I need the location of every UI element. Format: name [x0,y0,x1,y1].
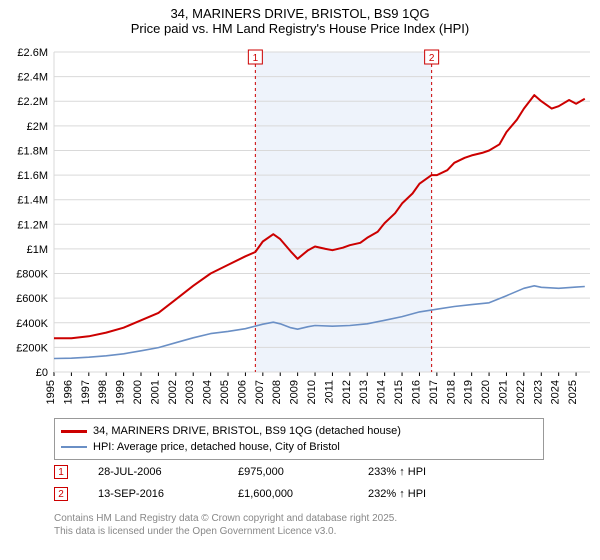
chart-container: 34, MARINERS DRIVE, BRISTOL, BS9 1QG Pri… [0,0,600,560]
svg-text:£1.2M: £1.2M [17,219,48,231]
legend: 34, MARINERS DRIVE, BRISTOL, BS9 1QG (de… [54,418,544,460]
legend-swatch [61,430,87,433]
title-subtitle: Price paid vs. HM Land Registry's House … [0,21,600,36]
marker-date: 13-SEP-2016 [98,488,238,500]
marker-price: £1,600,000 [238,488,368,500]
svg-text:2013: 2013 [358,380,370,404]
svg-text:£1.8M: £1.8M [17,145,48,157]
svg-text:2016: 2016 [410,380,422,404]
svg-text:2019: 2019 [463,380,475,404]
svg-text:2015: 2015 [393,380,405,404]
svg-text:2018: 2018 [445,380,457,404]
svg-text:£400K: £400K [16,318,48,330]
svg-text:2008: 2008 [271,380,283,404]
marker-hpi: 233% ↑ HPI [368,466,488,478]
footer-line: This data is licensed under the Open Gov… [54,525,397,538]
svg-text:1998: 1998 [97,380,109,404]
svg-text:1999: 1999 [115,380,127,404]
svg-text:1996: 1996 [62,380,74,404]
svg-text:2025: 2025 [567,380,579,404]
svg-text:£1.4M: £1.4M [17,195,48,207]
marker-number-box: 1 [54,465,68,479]
marker-table: 1 28-JUL-2006 £975,000 233% ↑ HPI 2 13-S… [54,462,554,506]
svg-text:£1.6M: £1.6M [17,170,48,182]
svg-text:2009: 2009 [289,380,301,404]
marker-number-box: 2 [54,487,68,501]
svg-text:2: 2 [429,53,435,64]
svg-text:£0: £0 [36,367,48,379]
svg-text:£2M: £2M [27,121,48,133]
svg-text:£2.4M: £2.4M [17,72,48,84]
svg-text:2006: 2006 [236,380,248,404]
marker-date: 28-JUL-2006 [98,466,238,478]
svg-text:2011: 2011 [323,380,335,404]
legend-label: 34, MARINERS DRIVE, BRISTOL, BS9 1QG (de… [93,425,401,437]
svg-text:£2.2M: £2.2M [17,96,48,108]
svg-text:2012: 2012 [341,380,353,404]
title-address: 34, MARINERS DRIVE, BRISTOL, BS9 1QG [0,6,600,21]
chart-area: £0 £200K £400K £600K £800K £1M £1.2M £1.4M £1.6M… [0,42,600,412]
svg-text:£1M: £1M [27,244,48,256]
title-block: 34, MARINERS DRIVE, BRISTOL, BS9 1QG Pri… [0,0,600,40]
svg-text:2007: 2007 [254,380,266,404]
svg-text:£200K: £200K [16,342,48,354]
svg-text:£2.6M: £2.6M [17,47,48,59]
svg-text:£800K: £800K [16,269,48,281]
svg-text:2002: 2002 [167,380,179,404]
svg-text:2021: 2021 [497,380,509,404]
svg-text:1995: 1995 [45,380,57,404]
legend-swatch [61,446,87,448]
legend-item: 34, MARINERS DRIVE, BRISTOL, BS9 1QG (de… [61,423,537,439]
svg-text:2017: 2017 [428,380,440,404]
svg-text:2001: 2001 [149,380,161,404]
svg-text:2005: 2005 [219,380,231,404]
marker-number: 2 [58,489,64,500]
svg-text:2023: 2023 [532,380,544,404]
footer-line: Contains HM Land Registry data © Crown c… [54,512,397,525]
svg-text:2010: 2010 [306,380,318,404]
legend-item: HPI: Average price, detached house, City… [61,439,537,455]
svg-text:2022: 2022 [515,380,527,404]
marker-number: 1 [58,467,64,478]
marker-price: £975,000 [238,466,368,478]
footer: Contains HM Land Registry data © Crown c… [54,512,397,538]
svg-text:2014: 2014 [376,380,388,404]
svg-text:2020: 2020 [480,380,492,404]
svg-text:1997: 1997 [80,380,92,404]
marker-row: 2 13-SEP-2016 £1,600,000 232% ↑ HPI [54,484,554,504]
svg-text:2024: 2024 [550,380,562,404]
legend-label: HPI: Average price, detached house, City… [93,441,340,453]
svg-text:2004: 2004 [202,380,214,404]
svg-text:£600K: £600K [16,293,48,305]
svg-text:2003: 2003 [184,380,196,404]
chart-svg: £0 £200K £400K £600K £800K £1M £1.2M £1.4M £1.6M… [0,42,600,412]
marker-hpi: 232% ↑ HPI [368,488,488,500]
svg-text:2000: 2000 [132,380,144,404]
svg-text:1: 1 [253,53,259,64]
marker-row: 1 28-JUL-2006 £975,000 233% ↑ HPI [54,462,554,482]
